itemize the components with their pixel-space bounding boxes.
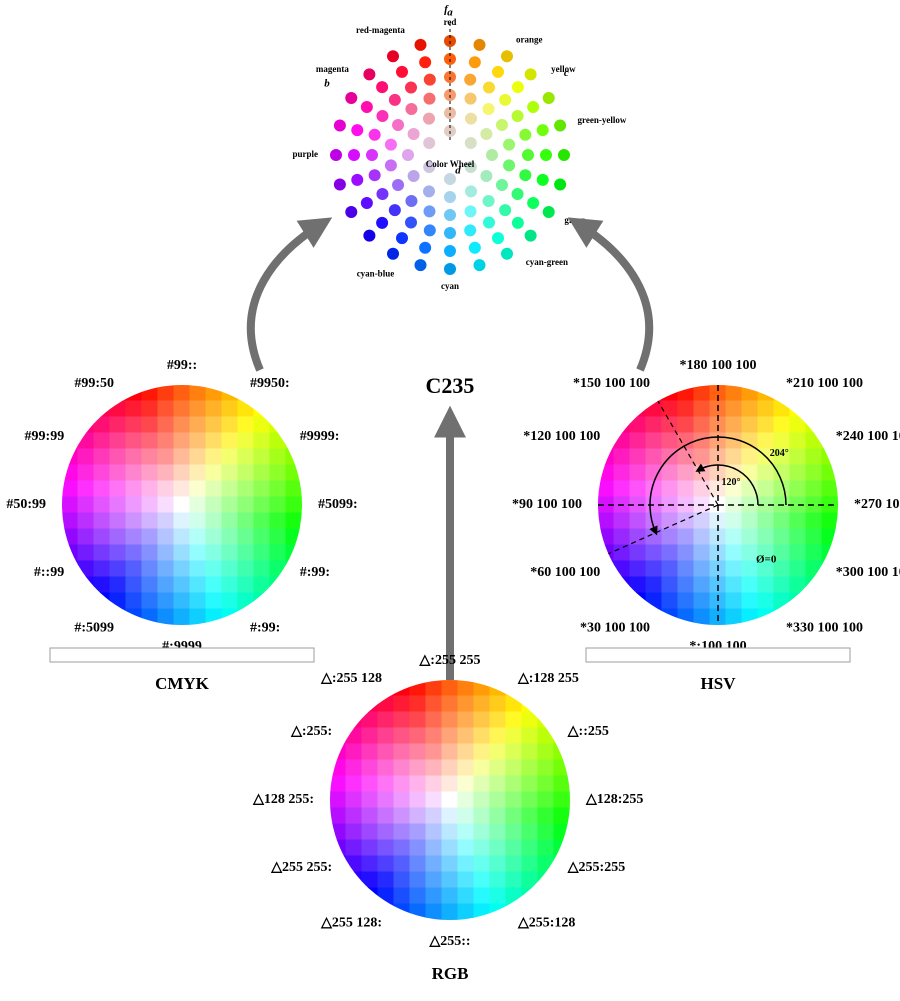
cmyk-rim-label: #:99: xyxy=(250,621,280,636)
diagram-stage: Color Wheelredorangeyellowgreen-yellowgr… xyxy=(0,0,900,996)
hsv-rim-label: *210 100 100 xyxy=(786,376,863,391)
svg-text:204°: 204° xyxy=(770,448,789,459)
dot-wheel-sector-label: orange xyxy=(516,35,543,45)
rgb-rim-label: △255 255: xyxy=(270,860,332,875)
rgb-rim-label: △255 128: xyxy=(320,916,382,931)
rgb-rim-label: △255:255 xyxy=(567,860,625,875)
hsv-rim-label: *330 100 100 xyxy=(786,621,863,636)
pixel-wheel-cmyk xyxy=(62,385,303,626)
dot-wheel-italic-mark: c xyxy=(564,67,569,79)
cmyk-rim-label: #5099: xyxy=(318,497,358,512)
dot-wheel-sector-label: purple xyxy=(292,149,318,159)
hsv-rim-label: *60 100 100 xyxy=(530,565,600,580)
cmyk-rim-label: #99:99 xyxy=(25,429,65,444)
dot-wheel-sector-label: cyan xyxy=(441,281,459,291)
rgb-rim-label: △255:128 xyxy=(517,916,575,931)
dot-wheel-sector-label: cyan-blue xyxy=(357,269,395,279)
dot-wheel-sector-label: magenta xyxy=(316,64,349,74)
arrow-left-curve xyxy=(251,225,320,370)
hsv-rim-label: *180 100 100 xyxy=(680,358,757,373)
rgb-rim-label: △:128 255 xyxy=(517,671,579,686)
cmyk-rim-label: #:99: xyxy=(300,565,330,580)
hsv-rim-label: *240 100 100 xyxy=(836,429,900,444)
svg-text:Ø=0: Ø=0 xyxy=(756,554,777,566)
dot-wheel-sector-label: green-yellow xyxy=(578,115,627,125)
cmyk-rim-label: #9950: xyxy=(250,376,290,391)
rgb-rim-label: △255:: xyxy=(428,934,470,949)
dot-wheel-italic-mark: b xyxy=(324,78,330,90)
svg-text:Color Wheel: Color Wheel xyxy=(426,159,475,169)
rgb-rim-label: △:255 128 xyxy=(320,671,382,686)
dot-wheel-sector-label: cyan-green xyxy=(526,257,568,267)
rgb-rim-label: △128 255: xyxy=(252,792,314,807)
dot-wheel-italic-mark: a xyxy=(447,7,453,19)
cmyk-rim-label: #99:: xyxy=(167,358,197,373)
rgb-rim-label: △::255 xyxy=(567,724,609,739)
blank-slot-1 xyxy=(586,648,850,662)
arrow-right-curve xyxy=(580,225,649,370)
hsv-rim-label: *90 100 100 xyxy=(512,497,582,512)
cmyk-rim-label: #50:99 xyxy=(6,497,46,512)
dot-wheel-italic-mark: d xyxy=(455,165,461,177)
blank-slot-0 xyxy=(50,648,314,662)
center-title: C235 xyxy=(426,373,475,398)
svg-text:120°: 120° xyxy=(722,477,741,488)
hsv-rim-label: *270 100 100 xyxy=(854,497,900,512)
cmyk-rim-label: #:5099 xyxy=(74,621,114,636)
rgb-rim-label: △128:255 xyxy=(585,792,643,807)
rgb-rim-label: △:255 255 xyxy=(419,653,481,668)
cmyk-rim-label: #::99 xyxy=(34,565,64,580)
pixel-wheel-rgb xyxy=(330,680,571,921)
dot-wheel-sector-label: red-magenta xyxy=(356,25,405,35)
dot-color-wheel xyxy=(330,21,570,275)
rgb-rim-label: △:255: xyxy=(290,724,332,739)
hsv-rim-label: *300 100 100 xyxy=(836,565,900,580)
cmyk-title: CMYK xyxy=(155,674,210,693)
cmyk-rim-label: #9999: xyxy=(300,429,340,444)
hsv-rim-label: *120 100 100 xyxy=(523,429,600,444)
dot-wheel-sector-label: red xyxy=(444,17,457,27)
hsv-title: HSV xyxy=(701,674,737,693)
hsv-rim-label: *150 100 100 xyxy=(573,376,650,391)
rgb-title: RGB xyxy=(432,964,469,983)
cmyk-rim-label: #99:50 xyxy=(74,376,114,391)
hsv-rim-label: *30 100 100 xyxy=(580,621,650,636)
